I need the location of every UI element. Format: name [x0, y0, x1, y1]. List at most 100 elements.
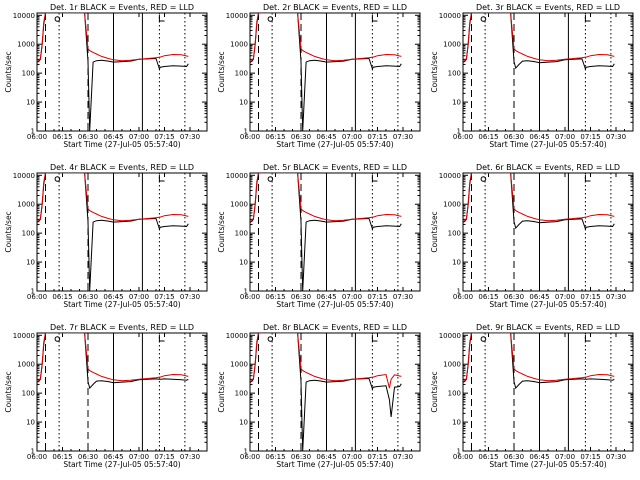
y-axis-label: Counts/sec	[4, 371, 13, 412]
detector-panel-4: Det. 4r BLACK = Events, RED = LLD 06:00 06…	[4, 163, 208, 309]
y-axis-label: Counts/sec	[217, 51, 226, 92]
saa-bracket	[371, 15, 378, 22]
saa-bracket	[158, 335, 165, 342]
y-tick-label: 10000	[226, 12, 248, 20]
y-axis-label: Counts/sec	[430, 211, 439, 252]
plot-frame	[462, 12, 634, 132]
series-group	[37, 13, 189, 131]
x-axis-label: Start Time (27-Jul-05 05:57:40)	[63, 460, 180, 469]
x-tick-label: 07:00	[342, 453, 362, 461]
y-tick-label: 100	[235, 70, 248, 78]
saa-bracket	[158, 15, 165, 22]
y-tick-label: 1	[31, 128, 35, 136]
x-tick-label: 06:15	[265, 453, 285, 461]
lld-rate-line	[37, 13, 189, 62]
y-tick-label: 10	[239, 99, 248, 107]
panel-title: Det. 1r BLACK = Events, RED = LLD	[50, 3, 194, 12]
y-tick-label: 100	[22, 230, 35, 238]
x-tick-label: 07:30	[606, 453, 626, 461]
saa-bracket	[584, 335, 591, 342]
y-tick-label: 10000	[439, 172, 461, 180]
x-tick-label: 06:00	[27, 453, 47, 461]
x-tick-label: 07:15	[580, 453, 600, 461]
x-tick-label: 07:00	[342, 133, 362, 141]
start-marker	[267, 336, 274, 342]
series-group	[250, 333, 402, 451]
y-tick-label: 1000	[443, 41, 461, 49]
x-tick-label: 06:30	[291, 453, 311, 461]
x-tick-label: 07:30	[393, 133, 413, 141]
events-rate-line	[250, 333, 402, 451]
lld-rate-line	[250, 173, 402, 222]
y-tick-label: 100	[448, 230, 461, 238]
x-tick-label: 06:30	[78, 293, 98, 301]
x-axis-label: Start Time (27-Jul-05 05:57:40)	[276, 460, 393, 469]
start-marker	[54, 16, 61, 22]
detector-panel-7: Det. 7r BLACK = Events, RED = LLD 06:00 06…	[4, 323, 208, 469]
y-tick-label: 10000	[226, 172, 248, 180]
y-tick-label: 1	[457, 448, 461, 456]
events-rate-line	[250, 13, 402, 131]
panel-title: Det. 7r BLACK = Events, RED = LLD	[50, 323, 194, 332]
y-tick-label: 1000	[17, 361, 35, 369]
detector-panel-8: Det. 8r BLACK = Events, RED = LLD 06:00 06…	[217, 323, 421, 469]
x-tick-label: 07:15	[154, 293, 174, 301]
x-tick-label: 06:00	[27, 293, 47, 301]
plot-frame	[36, 12, 208, 132]
x-tick-label: 06:30	[504, 293, 524, 301]
start-marker	[480, 16, 487, 22]
x-tick-label: 06:45	[103, 133, 123, 141]
x-tick-label: 06:45	[529, 293, 549, 301]
saa-bracket	[584, 15, 591, 22]
y-tick-label: 10	[452, 99, 461, 107]
x-tick-label: 07:30	[180, 293, 200, 301]
lld-rate-line	[37, 333, 189, 382]
y-axis-label: Counts/sec	[4, 51, 13, 92]
events-rate-line	[463, 173, 615, 231]
start-marker	[54, 336, 61, 342]
x-tick-label: 06:00	[240, 453, 260, 461]
x-tick-label: 06:45	[529, 453, 549, 461]
x-tick-label: 06:45	[529, 133, 549, 141]
panel-title: Det. 3r BLACK = Events, RED = LLD	[476, 3, 620, 12]
x-tick-label: 06:15	[478, 453, 498, 461]
x-tick-label: 07:15	[154, 453, 174, 461]
y-tick-label: 10000	[13, 12, 35, 20]
x-tick-label: 07:00	[555, 453, 575, 461]
detector-panel-9: Det. 9r BLACK = Events, RED = LLD 06:00 06…	[430, 323, 634, 469]
plot-frame	[36, 332, 208, 452]
y-tick-label: 1	[31, 288, 35, 296]
x-axis-label: Start Time (27-Jul-05 05:57:40)	[489, 300, 606, 309]
x-tick-label: 06:45	[103, 293, 123, 301]
y-tick-label: 1	[457, 288, 461, 296]
x-tick-label: 07:15	[154, 133, 174, 141]
start-marker	[267, 176, 274, 182]
series-group	[37, 333, 189, 390]
plot-frame	[249, 172, 421, 292]
start-marker	[54, 176, 61, 182]
x-tick-label: 07:30	[393, 453, 413, 461]
x-tick-label: 07:00	[129, 133, 149, 141]
saa-bracket	[371, 335, 378, 342]
detector-panel-5: Det. 5r BLACK = Events, RED = LLD 06:00 06…	[217, 163, 421, 309]
y-tick-label: 100	[235, 230, 248, 238]
x-tick-label: 06:15	[265, 293, 285, 301]
events-rate-line	[250, 173, 402, 291]
x-tick-label: 06:30	[504, 133, 524, 141]
y-tick-label: 100	[448, 70, 461, 78]
x-axis-label: Start Time (27-Jul-05 05:57:40)	[276, 140, 393, 149]
plot-frame	[249, 332, 421, 452]
y-tick-label: 10	[26, 259, 35, 267]
y-tick-label: 100	[235, 390, 248, 398]
x-tick-label: 07:30	[180, 453, 200, 461]
y-tick-label: 1	[457, 128, 461, 136]
y-tick-label: 10000	[439, 12, 461, 20]
series-group	[463, 173, 615, 231]
saa-bracket	[158, 175, 165, 182]
x-tick-label: 06:30	[291, 133, 311, 141]
series-group	[37, 173, 189, 291]
lld-rate-line	[463, 173, 615, 222]
lld-rate-line	[463, 333, 615, 382]
y-tick-label: 1000	[230, 201, 248, 209]
detector-panel-1: Det. 1r BLACK = Events, RED = LLD 06:00 06…	[4, 3, 208, 149]
